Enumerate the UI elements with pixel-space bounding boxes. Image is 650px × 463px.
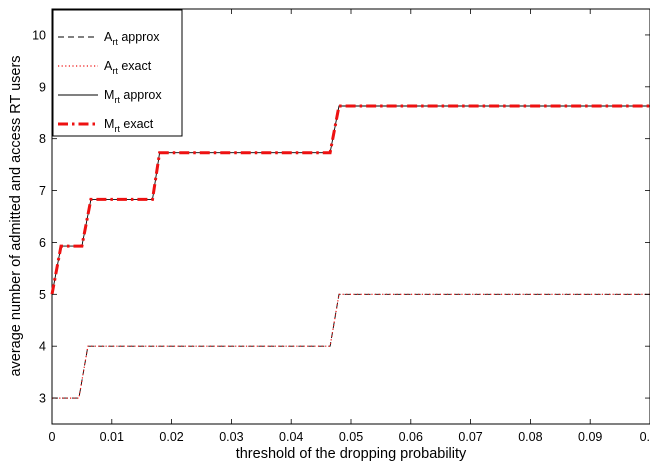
x-tick-label: 0.01 (100, 430, 124, 444)
x-tick-label: 0.02 (159, 430, 183, 444)
series-line-4 (50, 104, 650, 295)
legend-entry: Mrt approx (104, 88, 162, 105)
x-tick-label: 0.03 (219, 430, 243, 444)
series-line-2 (52, 293, 650, 399)
x-axis-label: threshold of the dropping probability (236, 446, 467, 462)
y-axis-label: average number of admitted and access RT… (8, 55, 24, 376)
x-tick-label: 0.05 (339, 430, 363, 444)
y-tick-label: 9 (39, 80, 46, 94)
x-tick-label: 0.04 (279, 430, 303, 444)
x-tick-label: 0. (640, 430, 650, 444)
x-tick-label: 0.09 (578, 430, 602, 444)
y-tick-label: 10 (32, 28, 46, 42)
y-tick-label: 7 (39, 184, 46, 198)
y-tick-label: 8 (39, 132, 46, 146)
x-tick-label: 0 (49, 430, 56, 444)
y-tick-label: 3 (39, 392, 46, 406)
y-tick-label: 4 (39, 340, 46, 354)
ticks-layer: 0 0.01 0.02 0.03 0.04 0.05 0.06 0.07 0.08 0.09 0. 3… (32, 9, 650, 444)
legend-entry: Mrt exact (104, 117, 154, 134)
legend-entry: Art approx (104, 30, 160, 47)
legend: Art approx Art exact Mrt approx Mrt exact (52, 9, 183, 137)
legend-entry: Art exact (104, 59, 152, 76)
x-tick-label: 0.07 (458, 430, 482, 444)
legend-box (52, 9, 183, 137)
y-tick-label: 6 (39, 236, 46, 250)
x-tick-label: 0.06 (399, 430, 423, 444)
x-tick-label: 0.08 (518, 430, 542, 444)
series-layer (50, 104, 650, 399)
y-tick-label: 5 (39, 288, 46, 302)
